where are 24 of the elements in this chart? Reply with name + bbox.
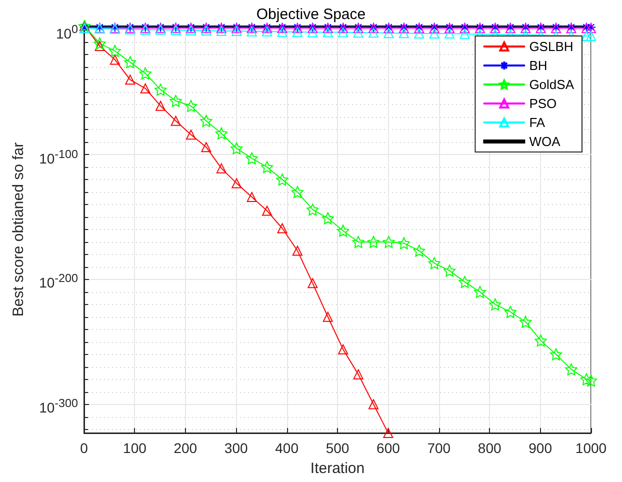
chart-title: Objective Space (256, 6, 366, 23)
x-tick-label: 100 (123, 440, 147, 456)
y-axis-title: Best score obtianed so far (10, 142, 27, 317)
y-tick-label: 10$^{-200}$ (39, 271, 78, 294)
legend-label: WOA (529, 134, 561, 149)
x-tick-label: 0 (80, 440, 88, 456)
x-tick-label: 800 (478, 440, 502, 456)
legend-label: PSO (529, 96, 557, 111)
x-tick-label: 500 (326, 440, 350, 456)
x-axis-title: Iteration (310, 460, 365, 477)
x-tick-label: 600 (376, 440, 400, 456)
y-tick-label: 10$^{0}$ (56, 22, 78, 44)
legend-label: GoldSA (529, 77, 574, 92)
legend-label: GSLBH (529, 39, 574, 54)
legend-label: FA (529, 115, 546, 130)
y-tick-label: 10$^{-100}$ (39, 146, 78, 168)
x-tick-label: 700 (427, 440, 451, 456)
x-tick-label: 900 (528, 440, 552, 456)
y-tick-label: 10$^{-300}$ (39, 396, 78, 418)
legend-label: BH (529, 58, 548, 73)
x-tick-label: 200 (174, 440, 198, 456)
x-tick-label: 300 (224, 440, 248, 456)
x-tick-label: 1000 (575, 440, 607, 456)
x-tick-label: 400 (275, 440, 299, 456)
